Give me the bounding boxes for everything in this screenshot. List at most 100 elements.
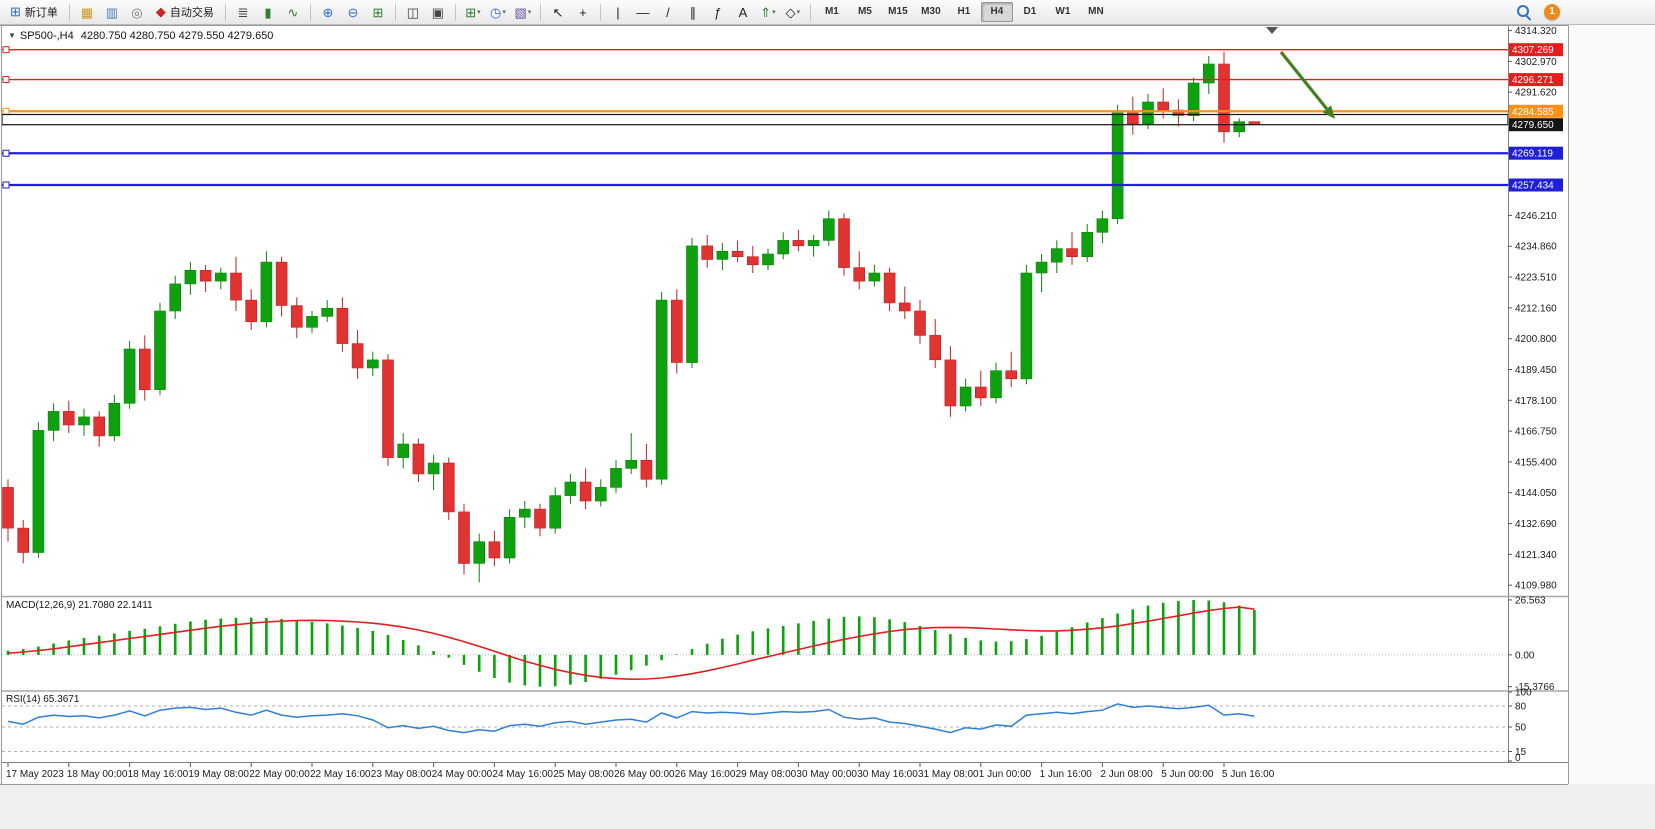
timeframe-button-d1[interactable]: D1 xyxy=(1023,6,1037,17)
candle xyxy=(518,508,531,518)
price-axis-label: 4166.750 xyxy=(1515,427,1557,438)
time-axis-label: 22 May 16:00 xyxy=(310,769,371,780)
price-axis-label: 4109.980 xyxy=(1515,581,1557,592)
rsi-scale-label: 0 xyxy=(1515,753,1521,764)
time-axis-label: 26 May 00:00 xyxy=(614,769,675,780)
template-icon[interactable]: ▧ ▾ xyxy=(511,1,535,23)
zoom-out-icon[interactable]: ⊖ xyxy=(341,1,365,23)
price-axis[interactable] xyxy=(1508,30,1512,586)
chevron-down-icon: ▾ xyxy=(796,8,801,16)
rsi-scale-label: 15 xyxy=(1515,747,1527,758)
time-axis-label: 2 Jun 08:00 xyxy=(1100,769,1153,780)
candle xyxy=(898,302,911,312)
price-axis-label: 4223.510 xyxy=(1515,273,1557,284)
crosshair-icon[interactable]: + xyxy=(571,1,595,23)
price-axis-label: 4155.400 xyxy=(1515,457,1557,468)
candle xyxy=(853,267,866,282)
arrows-icon[interactable]: ⇑ ▾ xyxy=(756,1,780,23)
timeframe-button-m30[interactable]: M30 xyxy=(921,6,941,17)
candle xyxy=(1127,112,1139,125)
tile-windows-icon: ◫ xyxy=(406,4,420,20)
autotrading-button[interactable]: ◆ 自动交易 xyxy=(150,2,220,22)
trendline-icon[interactable]: / xyxy=(656,1,680,23)
candle xyxy=(488,541,501,559)
candle xyxy=(549,495,562,529)
candle xyxy=(746,256,759,266)
profiles-icon[interactable]: ◷ ▾ xyxy=(486,1,510,23)
timeframe-button-h1[interactable]: H1 xyxy=(957,6,971,17)
macd-scale-label: 26.563 xyxy=(1515,595,1546,606)
time-axis-label: 5 Jun 16:00 xyxy=(1222,769,1275,780)
price-axis-label: 4291.620 xyxy=(1515,88,1557,99)
price-axis-label: 4132.690 xyxy=(1515,519,1557,530)
notification-badge[interactable]: 1 xyxy=(1544,4,1560,20)
candle xyxy=(503,516,516,559)
candle xyxy=(382,359,394,458)
macd-scale-label: -15.3766 xyxy=(1515,682,1555,693)
text-icon[interactable]: A xyxy=(731,1,755,23)
shapes-icon[interactable]: ◇ ▾ xyxy=(781,1,805,23)
cursor-icon: ↖ xyxy=(552,4,564,20)
candle xyxy=(2,487,14,529)
autotrading-button-label: 自动交易 xyxy=(169,7,214,19)
candle xyxy=(716,251,729,260)
macd-signal-line xyxy=(7,606,1255,681)
candle xyxy=(1020,272,1033,380)
candle xyxy=(1051,248,1063,263)
candle xyxy=(427,462,440,475)
candlestick-chart-icon: ▮ xyxy=(264,4,272,20)
search-icon[interactable] xyxy=(1513,1,1535,23)
timeframe-button-h4[interactable]: H4 xyxy=(980,2,1013,22)
horizontal-line-icon[interactable]: — xyxy=(631,1,655,23)
new-chart-icon[interactable]: ⊞ ▾ xyxy=(461,1,485,23)
terminal-icon[interactable]: ◎ xyxy=(125,1,149,23)
price-axis-label: 4234.860 xyxy=(1515,242,1557,253)
candle xyxy=(366,359,379,369)
time-axis[interactable] xyxy=(7,763,1225,767)
cascade-windows-icon[interactable]: ▣ xyxy=(426,1,450,23)
price-axis-label: 4246.210 xyxy=(1515,211,1557,222)
trend-arrow[interactable] xyxy=(1279,50,1329,110)
rsi-scale-label: 80 xyxy=(1515,702,1527,713)
candle xyxy=(731,251,744,258)
candlestick-chart-icon[interactable]: ▮ xyxy=(256,1,280,23)
price-axis-label: 4144.050 xyxy=(1515,488,1557,499)
time-axis-label: 19 May 08:00 xyxy=(188,769,249,780)
tile-windows-icon[interactable]: ◫ xyxy=(401,1,425,23)
candle xyxy=(534,508,546,529)
channel-icon[interactable]: ∥ xyxy=(681,1,705,23)
grid-icon[interactable]: ⊞ xyxy=(366,1,390,23)
timeframe-button-m5[interactable]: M5 xyxy=(857,6,872,17)
new-order-button[interactable]: ⊞ 新订单 xyxy=(4,2,64,22)
timeframe-button-m15[interactable]: M15 xyxy=(888,6,908,17)
trend-arrow-head xyxy=(1322,105,1335,119)
bar-chart-icon[interactable]: ≣ xyxy=(231,1,255,23)
price-tag xyxy=(1509,73,1563,87)
channel-icon: ∥ xyxy=(689,4,697,20)
time-axis-label: 25 May 08:00 xyxy=(553,769,614,780)
timeframe-button-mn[interactable]: MN xyxy=(1088,6,1104,17)
candle xyxy=(1203,63,1215,84)
candle xyxy=(139,348,151,391)
data-window-icon[interactable]: ▥ xyxy=(100,1,124,23)
candle xyxy=(336,307,349,344)
cursor-icon[interactable]: ↖ xyxy=(546,1,570,23)
candle xyxy=(397,443,410,458)
price-tag-label: 4279.650 xyxy=(1512,120,1554,131)
toolbar-separator xyxy=(224,3,226,21)
zoom-in-icon[interactable]: ⊕ xyxy=(316,1,340,23)
candle xyxy=(594,487,607,502)
collapse-triangle-icon[interactable]: ▼ xyxy=(8,31,16,40)
timeframe-button-m1[interactable]: M1 xyxy=(824,6,839,17)
market-watch-icon[interactable]: ▦ xyxy=(75,1,99,23)
fibonacci-icon[interactable]: ƒ xyxy=(706,1,730,23)
candle xyxy=(625,459,638,469)
cascade-windows-icon: ▣ xyxy=(431,4,445,20)
candle xyxy=(351,343,364,369)
chart-shift-marker[interactable] xyxy=(1266,27,1278,34)
vertical-line-icon[interactable]: | xyxy=(606,1,630,23)
line-chart-icon[interactable]: ∿ xyxy=(281,1,305,23)
timeframe-button-w1[interactable]: W1 xyxy=(1055,6,1071,17)
crosshair-icon: + xyxy=(579,4,587,20)
